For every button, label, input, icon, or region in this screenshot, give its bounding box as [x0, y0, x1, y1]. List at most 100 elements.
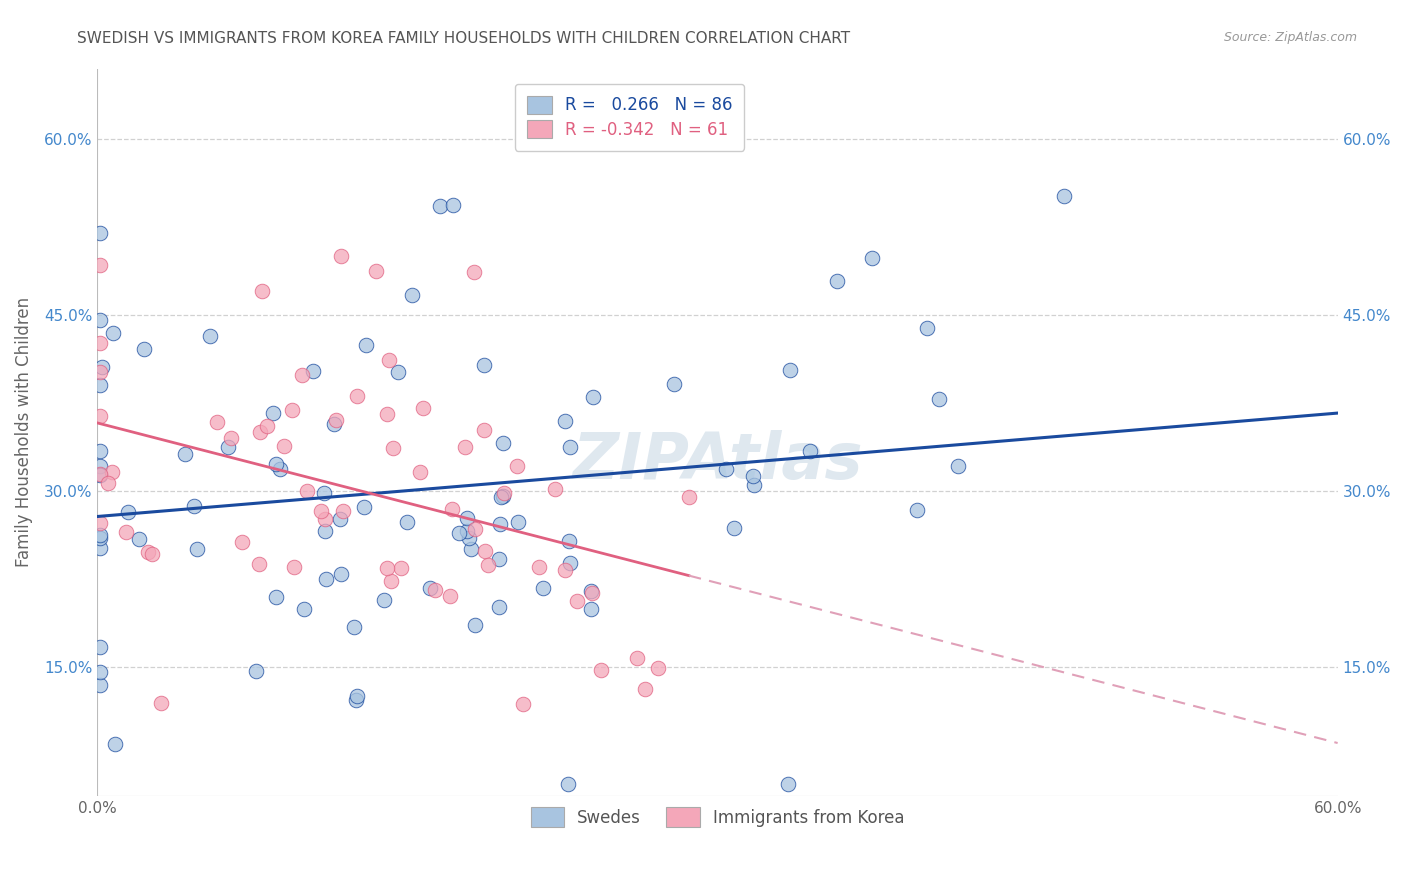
Point [291, 368, 314, 382]
Point [554, 414, 576, 428]
Point [492, 489, 515, 503]
Point [346, 389, 368, 403]
Point [723, 521, 745, 535]
Point [457, 531, 479, 545]
Point [488, 552, 510, 566]
Point [1053, 189, 1076, 203]
Point [325, 413, 347, 427]
Point [323, 417, 346, 431]
Point [472, 359, 495, 373]
Point [221, 431, 243, 445]
Point [89, 528, 111, 542]
Text: Source: ZipAtlas.com: Source: ZipAtlas.com [1223, 31, 1357, 45]
Point [946, 459, 969, 474]
Point [375, 407, 398, 421]
Point [860, 251, 883, 265]
Point [387, 365, 409, 379]
Point [174, 447, 197, 461]
Point [449, 526, 471, 541]
Point [905, 502, 928, 516]
Point [742, 478, 765, 492]
Point [186, 541, 208, 556]
Point [377, 353, 399, 368]
Point [488, 599, 510, 614]
Point [354, 338, 377, 352]
Point [217, 440, 239, 454]
Point [472, 423, 495, 437]
Point [89, 258, 111, 272]
Point [89, 335, 111, 350]
Point [529, 560, 551, 574]
Point [678, 491, 700, 505]
Point [464, 618, 486, 632]
Point [581, 586, 603, 600]
Point [456, 511, 478, 525]
Point [557, 533, 579, 548]
Point [264, 590, 287, 604]
Point [375, 561, 398, 575]
Point [382, 442, 405, 456]
Point [100, 465, 122, 479]
Point [915, 321, 938, 335]
Point [463, 265, 485, 279]
Point [89, 444, 111, 458]
Point [589, 663, 612, 677]
Point [117, 505, 139, 519]
Point [396, 516, 419, 530]
Point [97, 476, 120, 491]
Legend: Swedes, Immigrants from Korea: Swedes, Immigrants from Korea [523, 799, 912, 835]
Point [330, 249, 353, 263]
Point [245, 665, 267, 679]
Point [101, 326, 124, 341]
Point [269, 462, 291, 476]
Text: ZIPAtlas: ZIPAtlas [572, 431, 863, 492]
Point [89, 468, 111, 483]
Point [464, 522, 486, 536]
Point [264, 457, 287, 471]
Point [90, 359, 112, 374]
Point [344, 693, 367, 707]
Point [136, 544, 159, 558]
Point [249, 425, 271, 440]
Point [309, 504, 332, 518]
Point [647, 661, 669, 675]
Point [89, 516, 111, 531]
Point [295, 483, 318, 498]
Point [409, 465, 432, 479]
Point [256, 419, 278, 434]
Point [512, 698, 534, 712]
Point [89, 467, 111, 482]
Point [389, 560, 412, 574]
Point [262, 406, 284, 420]
Point [531, 581, 554, 595]
Point [231, 535, 253, 549]
Point [89, 409, 111, 423]
Point [439, 590, 461, 604]
Point [250, 285, 273, 299]
Point [89, 541, 111, 555]
Point [314, 512, 336, 526]
Point [456, 524, 478, 538]
Point [315, 572, 337, 586]
Point [477, 558, 499, 572]
Point [505, 458, 527, 473]
Point [150, 696, 173, 710]
Point [928, 392, 950, 406]
Point [626, 651, 648, 665]
Point [207, 415, 229, 429]
Point [380, 574, 402, 589]
Point [441, 198, 464, 212]
Point [491, 490, 513, 504]
Point [89, 678, 111, 692]
Point [183, 500, 205, 514]
Point [544, 482, 567, 496]
Point [312, 485, 335, 500]
Point [634, 681, 657, 696]
Point [579, 602, 602, 616]
Point [89, 378, 111, 392]
Point [799, 443, 821, 458]
Point [401, 287, 423, 301]
Point [557, 777, 579, 791]
Point [247, 557, 270, 571]
Point [273, 439, 295, 453]
